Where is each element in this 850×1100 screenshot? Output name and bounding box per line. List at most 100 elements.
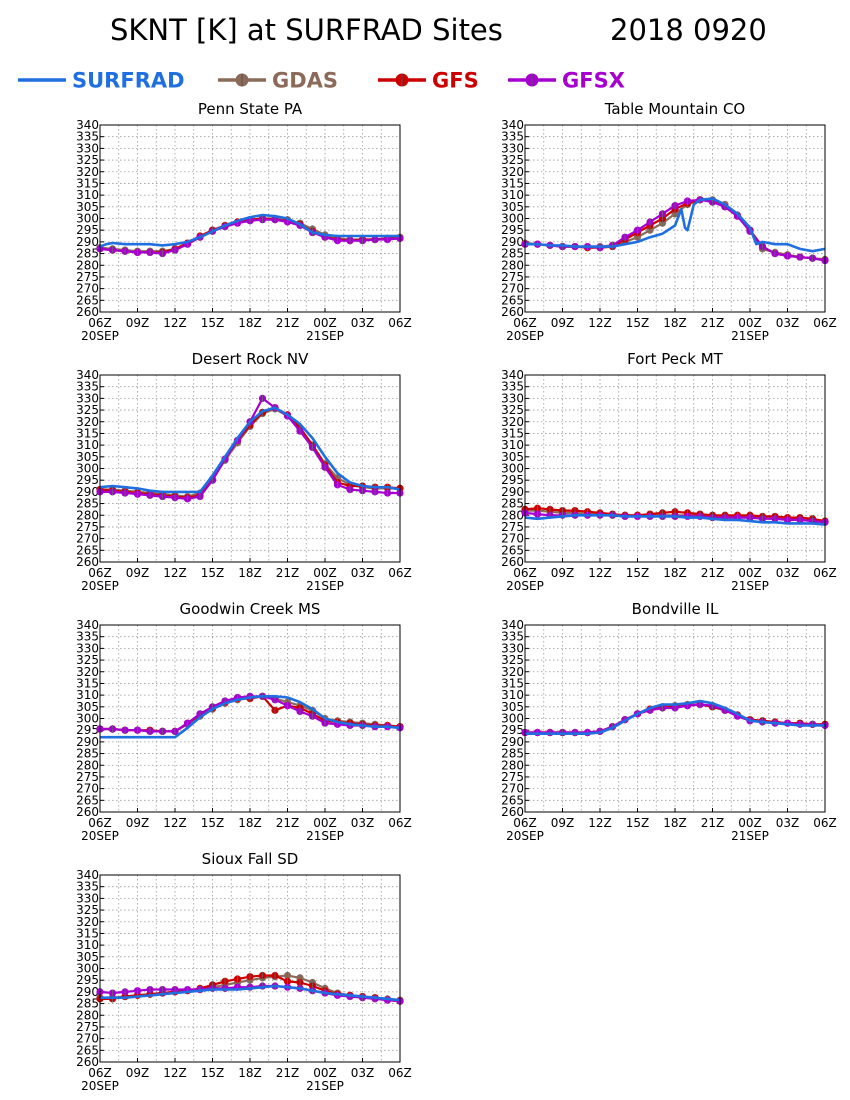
y-tick-label: 285: [76, 497, 99, 511]
series-line-surfrad: [525, 197, 826, 253]
y-tick-label: 270: [76, 1032, 99, 1046]
y-tick-label: 300: [501, 212, 524, 226]
date-label: 20SEP: [81, 329, 119, 343]
series-surfrad: [99, 406, 401, 494]
y-tick-label: 260: [501, 305, 524, 319]
y-tick-label: 260: [501, 555, 524, 569]
panel-fort-peck-mt: Fort Peck MT2602652702752802852902953003…: [501, 350, 837, 593]
x-tick-label: 18Z: [238, 566, 262, 580]
x-tick-label: 21Z: [276, 566, 300, 580]
plot-frame: [524, 624, 826, 813]
y-tick-label: 260: [76, 555, 99, 569]
y-tick-label: 275: [76, 520, 99, 534]
plot-frame: [524, 124, 826, 313]
y-tick-label: 335: [76, 130, 99, 144]
y-tick-label: 310: [76, 688, 99, 702]
x-tick-label: 09Z: [551, 316, 575, 330]
x-tick-label: 12Z: [588, 316, 612, 330]
y-tick-label: 340: [501, 118, 524, 132]
x-tick-label: 15Z: [626, 316, 650, 330]
y-tick-label: 330: [501, 141, 524, 155]
y-tick-label: 330: [76, 391, 99, 405]
series-line-surfrad: [99, 406, 401, 494]
plot-frame: [99, 124, 401, 313]
x-tick-label: 03Z: [351, 566, 375, 580]
x-tick-label: 18Z: [238, 816, 262, 830]
y-tick-label: 340: [76, 118, 99, 132]
y-tick-label: 330: [501, 641, 524, 655]
y-tick-label: 300: [76, 212, 99, 226]
x-tick-label: 15Z: [201, 1066, 225, 1080]
x-tick-label: 12Z: [588, 566, 612, 580]
y-tick-label: 295: [501, 223, 524, 237]
x-tick-label: 21Z: [276, 816, 300, 830]
x-tick-label: 09Z: [126, 816, 150, 830]
y-tick-label: 275: [76, 1020, 99, 1034]
y-tick-label: 330: [76, 141, 99, 155]
y-tick-label: 290: [501, 735, 524, 749]
y-tick-label: 335: [501, 630, 524, 644]
x-tick-label: 00Z: [313, 1066, 337, 1080]
panel-goodwin-creek-ms: Goodwin Creek MS 260265270275280285290295…: [76, 600, 412, 843]
figure-date: 2018 0920: [610, 13, 767, 47]
y-tick-label: 325: [76, 403, 99, 417]
y-tick-label: 335: [76, 630, 99, 644]
x-tick-label: 12Z: [163, 816, 187, 830]
x-tick-label: 06Z: [813, 566, 837, 580]
y-tick-label: 280: [501, 508, 524, 522]
y-tick-label: 270: [501, 532, 524, 546]
date-label: 20SEP: [506, 329, 544, 343]
series-line-surfrad: [100, 694, 401, 739]
y-tick-label: 280: [76, 508, 99, 522]
y-tick-label: 280: [501, 758, 524, 772]
x-tick-label: 06Z: [88, 316, 112, 330]
y-tick-label: 305: [76, 700, 99, 714]
y-tick-label: 270: [76, 532, 99, 546]
y-tick-label: 340: [501, 368, 524, 382]
x-tick-label: 06Z: [388, 1066, 412, 1080]
date-label: 20SEP: [81, 1079, 119, 1093]
y-tick-label: 310: [501, 688, 524, 702]
x-tick-label: 03Z: [351, 1066, 375, 1080]
y-tick-label: 260: [501, 805, 524, 819]
y-tick-label: 270: [76, 282, 99, 296]
y-tick-label: 300: [501, 462, 524, 476]
x-tick-label: 21Z: [276, 1066, 300, 1080]
x-tick-label: 06Z: [88, 1066, 112, 1080]
y-tick-label: 260: [76, 305, 99, 319]
x-tick-label: 15Z: [201, 566, 225, 580]
y-tick-label: 305: [501, 700, 524, 714]
y-tick-label: 260: [76, 805, 99, 819]
x-tick-label: 03Z: [351, 816, 375, 830]
x-tick-label: 06Z: [513, 816, 537, 830]
y-tick-label: 310: [76, 438, 99, 452]
legend-item-gfsx: GFSX: [508, 69, 625, 93]
panel-table-mountain-co: Table Mountain CO 26026527027528028529029…: [501, 100, 837, 343]
legend-label-gfs: GFS: [432, 69, 479, 93]
y-tick-label: 320: [76, 415, 99, 429]
panel-title: Table Mountain CO: [604, 100, 746, 118]
y-tick-label: 265: [76, 793, 99, 807]
panel-penn-state-pa: Penn State PA 260265270275280285290295300…: [76, 100, 412, 343]
date-label: 21SEP: [306, 579, 344, 593]
x-tick-label: 06Z: [388, 566, 412, 580]
panel-title: Goodwin Creek MS: [180, 600, 321, 618]
x-tick-label: 21Z: [276, 316, 300, 330]
series-surfrad: [100, 694, 401, 739]
y-tick-label: 285: [501, 497, 524, 511]
y-tick-label: 290: [76, 485, 99, 499]
plot-frame: [99, 874, 401, 1063]
x-tick-label: 18Z: [663, 566, 687, 580]
legend-label-gdas: GDAS: [272, 69, 338, 93]
y-tick-label: 300: [501, 712, 524, 726]
y-tick-label: 320: [76, 665, 99, 679]
x-tick-label: 06Z: [513, 566, 537, 580]
date-label: 20SEP: [81, 829, 119, 843]
y-tick-label: 325: [501, 403, 524, 417]
x-tick-label: 03Z: [776, 316, 800, 330]
x-tick-label: 21Z: [701, 316, 725, 330]
x-tick-label: 12Z: [163, 566, 187, 580]
y-tick-label: 290: [501, 235, 524, 249]
y-tick-label: 295: [76, 973, 99, 987]
y-tick-label: 270: [76, 782, 99, 796]
